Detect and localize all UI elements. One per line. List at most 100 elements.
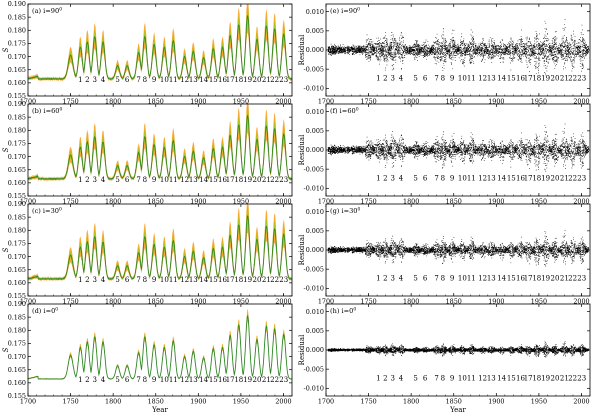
plot-area-f <box>327 123 589 172</box>
cycle-number-label: 18 <box>532 174 541 182</box>
x-tick-label: 1850 <box>446 198 462 206</box>
cycle-number-label: 4 <box>101 76 106 84</box>
axes-frame-a <box>27 3 293 97</box>
cycle-number-label: 6 <box>125 76 130 84</box>
y-axis-label: Residual <box>298 34 306 65</box>
y-tick-label: -0.005 <box>304 165 324 173</box>
x-tick-label: 1950 <box>531 198 547 206</box>
cycle-number-label: 19 <box>243 176 252 184</box>
x-tick-label: 2000 <box>573 98 589 106</box>
cycle-number-label: 7 <box>434 74 438 82</box>
cycle-number-label: 5 <box>115 76 119 84</box>
y-tick-label: -0.005 <box>304 265 324 273</box>
cycle-number-label: 5 <box>413 74 417 82</box>
cycle-number-label: 12 <box>478 374 487 382</box>
panel-label: (f) i=600 <box>330 107 359 116</box>
cycle-number-label: 17 <box>524 274 533 282</box>
cycle-number-label: 2 <box>85 276 89 284</box>
plot-area-e <box>327 19 589 76</box>
cycle-number-label: 3 <box>93 76 97 84</box>
cycle-number-label: 14 <box>199 76 208 84</box>
cycle-number-label: 23 <box>279 176 288 184</box>
cycle-number-label: 10 <box>458 274 467 282</box>
cycle-number-label: 14 <box>497 174 506 182</box>
cycle-number-label: 20 <box>551 374 560 382</box>
cycle-number-label: 18 <box>532 374 541 382</box>
residual-points-f <box>327 123 589 172</box>
y-tick-label: 0.160 <box>8 379 26 387</box>
cycle-number-label: 23 <box>577 74 586 82</box>
cycle-number-label: 21 <box>262 176 271 184</box>
cycle-number-label: 10 <box>458 74 467 82</box>
x-tick-label: 2000 <box>275 398 291 406</box>
cycle-number-label: 3 <box>93 376 97 384</box>
cycle-number-label: 21 <box>560 74 569 82</box>
cycle-number-label: 16 <box>218 176 227 184</box>
cycle-number-label: 1 <box>78 76 82 84</box>
y-tick-label: 0.170 <box>8 153 26 161</box>
x-tick-label: 1750 <box>62 198 78 206</box>
cycle-number-label: 4 <box>101 376 106 384</box>
x-tick-label: 1700 <box>318 398 334 406</box>
cycle-number-label: 15 <box>209 276 218 284</box>
cycle-number-label: 6 <box>423 74 428 82</box>
cycle-number-label: 16 <box>516 274 525 282</box>
y-tick-label: 0.185 <box>8 13 26 21</box>
x-tick-label: 1850 <box>446 98 462 106</box>
y-axis-label: Residual <box>298 334 306 365</box>
cycle-number-label: 21 <box>262 276 271 284</box>
cycle-number-label: 8 <box>441 174 445 182</box>
y-axis-label: Residual <box>298 234 306 265</box>
cycle-number-label: 10 <box>458 374 467 382</box>
cycle-number-label: 2 <box>383 174 387 182</box>
panel-label-degree: 0 <box>357 7 360 13</box>
cycle-number-label: 10 <box>160 276 169 284</box>
x-tick-label: 1900 <box>488 398 504 406</box>
cycle-number-label: 21 <box>560 174 569 182</box>
y-tick-label: 0.180 <box>8 126 26 134</box>
x-tick-label: 1700 <box>318 298 334 306</box>
x-tick-label: 1750 <box>360 398 376 406</box>
plot-area-b <box>28 104 292 182</box>
plot-area-c <box>28 204 292 282</box>
panel-h: 1700 1750 1800 1850 1900 1950 2000-0.010-0.005… <box>298 303 591 414</box>
cycle-number-label: 9 <box>450 274 454 282</box>
cycle-number-label: 20 <box>253 276 262 284</box>
mean-line-d <box>28 315 292 380</box>
cycle-number-label: 14 <box>497 274 506 282</box>
y-tick-label: -0.010 <box>304 385 324 393</box>
cycle-number-label: 15 <box>507 74 516 82</box>
cycle-number-label: 14 <box>497 374 506 382</box>
y-tick-label: 0.180 <box>8 226 26 234</box>
x-tick-label: 1950 <box>531 98 547 106</box>
cycle-number-label: 13 <box>189 276 198 284</box>
x-tick-label: 1800 <box>403 398 419 406</box>
cycle-number-label: 22 <box>568 274 577 282</box>
cycle-number-label: 1 <box>78 276 82 284</box>
cycle-number-label: 7 <box>136 376 140 384</box>
cycle-number-label: 15 <box>209 176 218 184</box>
x-tick-label: 1700 <box>318 98 334 106</box>
panel-f: 1700 1750 1800 1850 1900 1950 2000-0.010-0.005… <box>298 103 591 206</box>
cycle-number-label: 1 <box>376 74 380 82</box>
panel-label: (a) i=900 <box>32 7 62 16</box>
x-tick-label: 1900 <box>488 98 504 106</box>
x-tick-label: 1750 <box>360 298 376 306</box>
residual-points-h <box>327 340 589 358</box>
inner-envelope-c <box>28 206 292 281</box>
x-tick-label: 1800 <box>403 198 419 206</box>
cycle-number-label: 8 <box>441 74 445 82</box>
y-axis-label: S <box>2 347 10 352</box>
x-tick-label: 1700 <box>20 298 36 306</box>
panel-d: 1700 1750 1800 1850 1900 1950 20000.1550.1600.… <box>2 300 293 414</box>
cycle-number-label: 13 <box>487 174 496 182</box>
cycle-number-label: 12 <box>180 76 189 84</box>
cycle-number-label: 3 <box>391 274 395 282</box>
x-tick-label: 1850 <box>148 198 164 206</box>
y-tick-label: 0.160 <box>8 79 26 87</box>
cycle-number-label: 11 <box>467 374 476 382</box>
cycle-number-label: 10 <box>160 76 169 84</box>
cycle-number-label: 4 <box>101 176 106 184</box>
cycle-number-label: 4 <box>399 374 404 382</box>
